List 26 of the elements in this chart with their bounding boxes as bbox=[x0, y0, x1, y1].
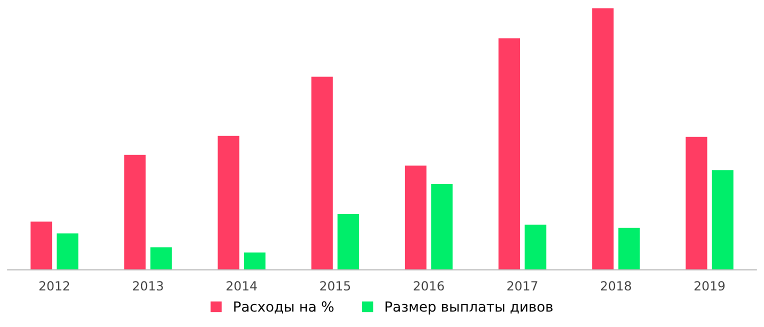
bar bbox=[150, 247, 172, 270]
bar bbox=[712, 170, 734, 270]
bar bbox=[618, 228, 640, 270]
bar bbox=[124, 154, 146, 270]
x-tick-label: 2018 bbox=[600, 281, 632, 291]
bar bbox=[311, 76, 333, 270]
x-tick-label: 2012 bbox=[39, 281, 70, 291]
bar bbox=[218, 136, 240, 270]
bar bbox=[338, 214, 360, 270]
bar bbox=[592, 8, 614, 270]
bar bbox=[431, 184, 453, 270]
bar bbox=[30, 222, 52, 270]
bar bbox=[498, 38, 520, 270]
x-tick-label: 2013 bbox=[133, 281, 163, 291]
bar bbox=[686, 136, 708, 270]
legend-label: Размер выплаты дивов bbox=[386, 301, 553, 314]
x-tick-label: 2017 bbox=[507, 281, 538, 291]
legend-label: Расходы на % bbox=[234, 301, 334, 314]
x-tick-label: 2015 bbox=[320, 281, 350, 291]
x-tick-label: 2014 bbox=[226, 281, 257, 291]
bar bbox=[244, 252, 266, 270]
bar bbox=[524, 224, 546, 270]
bar bbox=[404, 166, 426, 270]
bar bbox=[56, 233, 78, 270]
x-tick-label: 2019 bbox=[694, 281, 725, 291]
x-tick-label: 2016 bbox=[414, 281, 444, 291]
